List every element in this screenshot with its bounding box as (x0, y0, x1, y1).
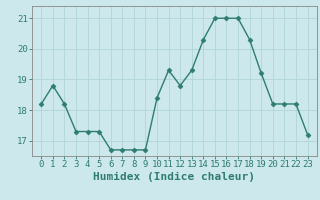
X-axis label: Humidex (Indice chaleur): Humidex (Indice chaleur) (93, 172, 255, 182)
